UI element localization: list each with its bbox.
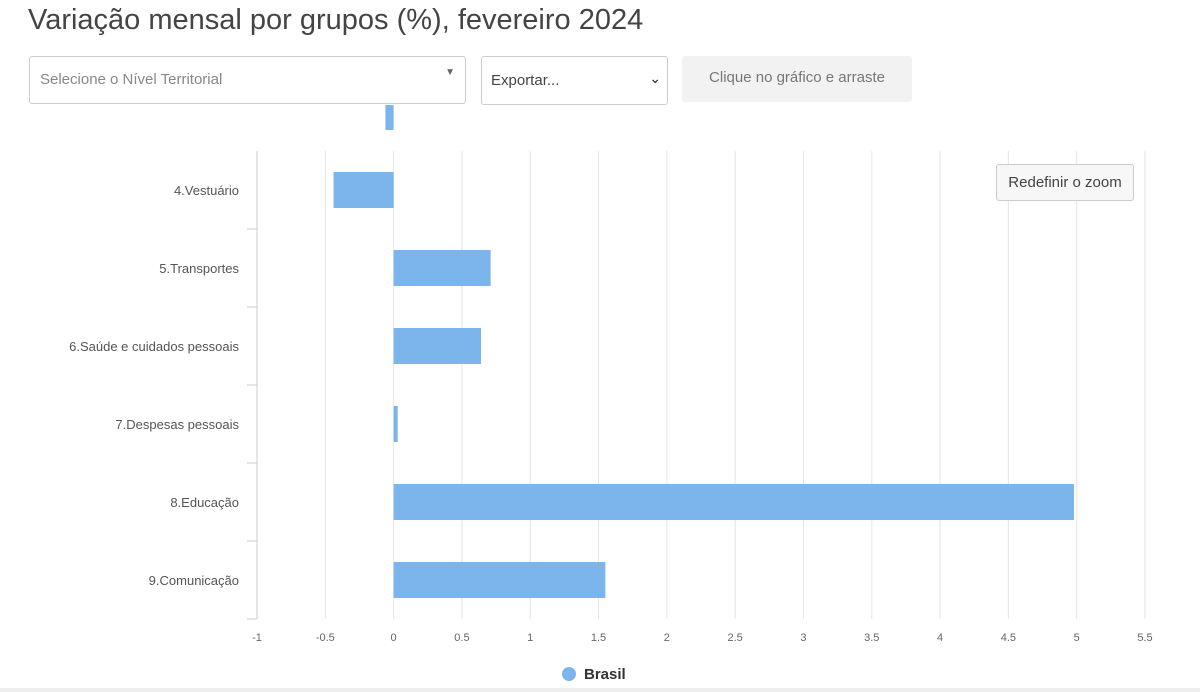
territorial-level-placeholder: Selecione o Nível Territorial: [40, 71, 223, 88]
bottom-border: [0, 688, 1200, 692]
bar: [385, 105, 394, 130]
x-tick-label: 2.5: [728, 632, 743, 644]
x-tick-label: 1: [527, 632, 533, 644]
category-label: 4.Vestuário: [174, 183, 239, 198]
export-label: Exportar...: [491, 72, 560, 89]
legend-marker: [562, 667, 576, 681]
bar: [393, 484, 1074, 520]
bar: [333, 172, 394, 208]
category-label: 8.Educação: [170, 495, 239, 510]
x-tick-label: 5: [1074, 632, 1080, 644]
territorial-level-select[interactable]: Selecione o Nível Territorial ▼: [29, 56, 466, 104]
x-tick-label: 0.5: [454, 632, 469, 644]
x-tick-label: 3: [800, 632, 806, 644]
legend-label: Brasil: [584, 666, 626, 683]
reset-zoom-button[interactable]: Redefinir o zoom: [996, 164, 1134, 201]
bar: [393, 328, 482, 364]
x-tick-label: 3.5: [864, 632, 879, 644]
x-tick-label: 0: [391, 632, 397, 644]
x-tick-label: 1.5: [591, 632, 606, 644]
x-tick-label: 2: [664, 632, 670, 644]
export-select[interactable]: Exportar... ⌄: [481, 56, 668, 105]
x-tick-label: -0.5: [316, 632, 335, 644]
bar: [393, 250, 491, 286]
category-label: 6.Saúde e cuidados pessoais: [69, 339, 239, 354]
chevron-down-icon: ⌄: [649, 70, 661, 86]
x-tick-label: 5.5: [1137, 632, 1152, 644]
bar: [393, 562, 606, 598]
legend-item-brasil[interactable]: Brasil: [562, 666, 626, 683]
dropdown-arrow-icon: ▼: [445, 67, 455, 78]
x-tick-label: 4: [937, 632, 943, 644]
category-label: 7.Despesas pessoais: [115, 417, 239, 432]
category-label: 9.Comunicação: [149, 573, 239, 588]
chart-title: Variação mensal por grupos (%), fevereir…: [28, 4, 644, 36]
x-tick-label: 4.5: [1001, 632, 1016, 644]
x-tick-label: -1: [252, 632, 262, 644]
zoom-hint: Clique no gráfico e arraste: [682, 56, 912, 102]
bar: [393, 406, 398, 442]
category-label: 5.Transportes: [159, 261, 239, 276]
